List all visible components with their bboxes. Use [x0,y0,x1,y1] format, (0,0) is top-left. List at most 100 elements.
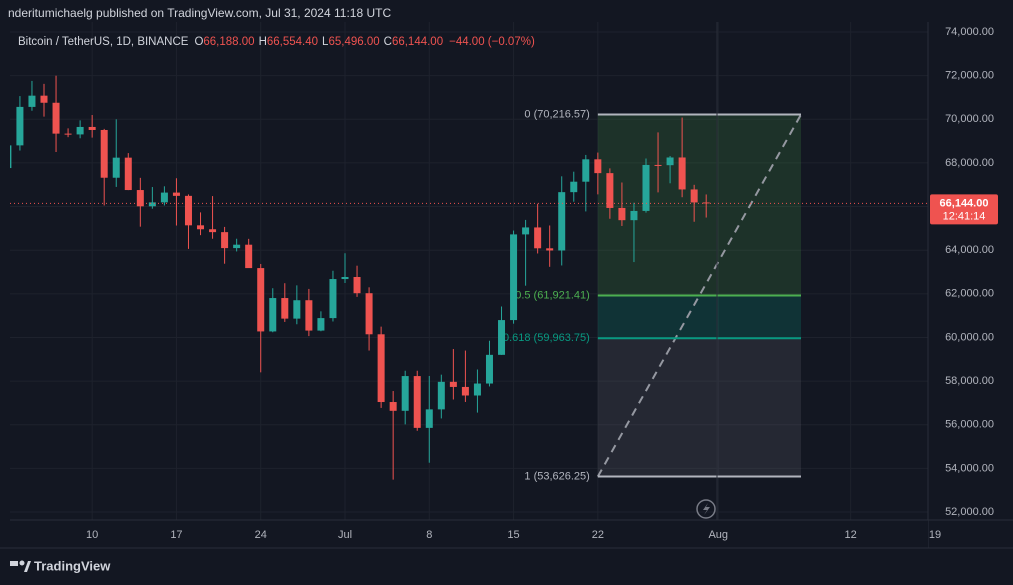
footer-brand: TradingView [34,558,111,573]
y-tick-label: 56,000.00 [945,419,994,431]
candle-body [582,159,590,182]
change: −44.00 (−0.07%) [449,36,535,48]
candle-body [570,181,578,193]
axes: 52,000.00 54,000.00 56,000.00 58,000.00 60,0… [18,26,1013,547]
logo-mark [19,560,25,566]
candle-body [618,207,626,221]
candle-body [353,276,361,294]
y-tick-label: 52,000.00 [945,506,994,518]
y-tick-label: 64,000.00 [945,244,994,256]
symbol-name: Bitcoin / TetherUS, 1D, BINANCE [18,36,189,48]
candle-body [257,268,265,332]
candle-body [233,244,241,249]
candle-body [606,173,614,208]
candle-body [654,164,662,166]
ohlc-value: 66,144.00 [392,36,443,48]
fib-label: 1 (53,626.25) [524,470,589,482]
candle-body [558,192,566,251]
candle-body [293,300,301,319]
candle-body [437,381,445,410]
logo-mark [24,561,31,572]
logo-mark [10,561,18,566]
x-tick-label: 8 [426,529,432,541]
candle-body [124,157,132,191]
y-tick-label: 68,000.00 [945,157,994,169]
fib-label: 0.618 (59,963.75) [503,332,590,344]
ohlc-value: 66,554.40 [267,36,318,48]
fib-zone [597,114,801,296]
y-tick-label: 54,000.00 [945,462,994,474]
candle-body [401,376,409,411]
candle-body [28,95,36,107]
ohlc-key: C [384,36,392,48]
published-line: nderitumichaelg published on TradingView… [8,6,391,20]
y-tick-label: 62,000.00 [945,288,994,300]
candle-body [425,409,433,428]
symbol-legend: Bitcoin / TetherUS, 1D, BINANCE O66,188.0… [18,36,535,48]
y-tick-label: 60,000.00 [945,331,994,343]
y-tick-label: 74,000.00 [945,26,994,38]
tradingview-logo [10,560,31,572]
y-tick-label: 70,000.00 [945,113,994,125]
candle-body [449,381,457,387]
ohlc-value: 65,496.00 [328,36,379,48]
ohlc-value: 66,188.00 [203,36,254,48]
candle-body [184,195,192,226]
ohlc-key: O [194,36,203,48]
candle-body [76,126,84,135]
last-price-label: 66,144.00 [940,197,989,209]
candle-body [160,192,168,203]
x-tick-label: 17 [170,529,182,541]
candle-body [16,106,24,146]
candle-body [221,232,229,249]
candle-body [413,376,421,428]
fib-zone [597,338,801,477]
x-tick-label: 22 [592,529,604,541]
price-axis-mask [929,521,1013,547]
candle-body [281,298,289,319]
candle-body [642,164,650,211]
x-tick-label: 24 [255,529,267,541]
event-icon [696,499,716,519]
candle-body [690,189,698,203]
fib-label: 0.5 (61,921.41) [515,289,590,301]
y-tick-label: 58,000.00 [945,375,994,387]
candle-body [269,298,277,332]
candle-body [197,225,205,230]
fib-label: 0 (70,216.57) [524,108,589,120]
candle-body [209,229,217,233]
candle-body [666,157,674,166]
candle-body [172,192,180,196]
candle-body [64,133,72,135]
candle-body [329,279,337,319]
candle-body [678,157,686,190]
candle-body [594,159,602,174]
candle-body [473,383,481,396]
candle-body [112,157,120,178]
candle-body [510,234,518,321]
candle-body [498,320,506,355]
candle-body [546,248,554,251]
x-tick-label: 10 [86,529,98,541]
candle-body [534,227,542,249]
ohlc-key: L [322,36,329,48]
ohlc-key: H [259,36,267,48]
x-tick-label: 19 [929,529,941,541]
candle-body [317,318,325,331]
fib-zone [597,295,801,339]
price-axis-panel [928,22,1013,548]
x-tick-label: 12 [845,529,857,541]
candle-body [522,227,530,235]
x-tick-label: Aug [708,529,728,541]
candle-body [245,244,253,269]
candle-body [148,202,156,207]
candle-body [485,354,493,384]
candle-body [630,210,638,221]
candle-body [88,126,96,130]
x-tick-label: Jul [338,529,352,541]
candle-body [461,386,469,396]
candle-body [40,95,48,103]
countdown: 12:41:14 [943,210,986,222]
